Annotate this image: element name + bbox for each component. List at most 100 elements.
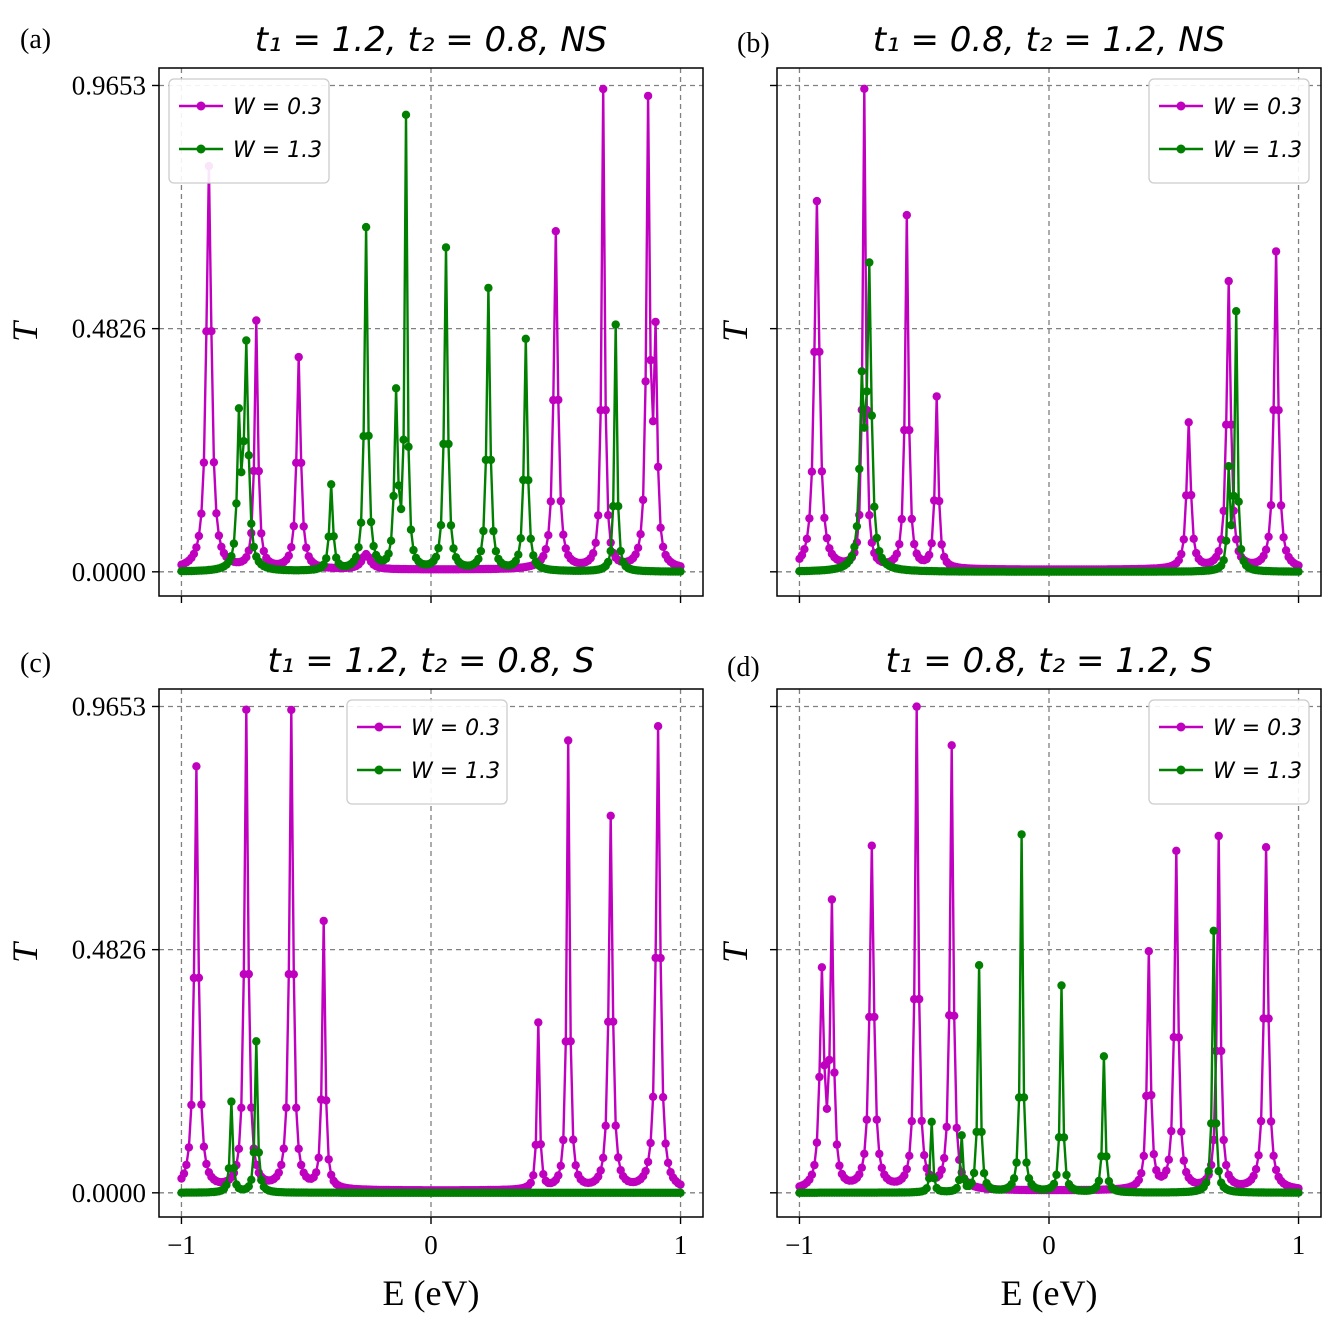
data-point	[294, 352, 303, 362]
data-point	[937, 1165, 946, 1175]
data-point	[302, 543, 311, 552]
data-point	[1261, 545, 1271, 554]
data-point	[1236, 545, 1246, 554]
data-point	[1144, 947, 1154, 956]
data-point	[1017, 830, 1026, 839]
legend-marker	[196, 101, 206, 111]
data-point	[197, 509, 206, 518]
data-point	[604, 511, 613, 520]
data-point	[207, 327, 216, 336]
data-point	[237, 1103, 246, 1113]
data-point	[209, 458, 219, 467]
data-point	[514, 550, 523, 559]
data-point	[1062, 1170, 1071, 1180]
data-point	[1266, 501, 1276, 510]
data-point	[867, 841, 876, 850]
data-point	[604, 557, 613, 567]
data-point	[212, 509, 221, 518]
data-point	[1269, 1151, 1278, 1161]
data-point	[564, 736, 573, 745]
data-point	[935, 496, 944, 506]
data-point	[1229, 491, 1238, 501]
data-point	[870, 502, 879, 511]
data-point	[867, 411, 876, 420]
data-point	[850, 542, 859, 551]
data-point	[865, 511, 874, 520]
data-point	[957, 1131, 966, 1140]
legend-label: W = 0.3	[1213, 95, 1302, 120]
data-point	[197, 1100, 206, 1109]
data-point	[541, 545, 550, 554]
data-point	[476, 546, 486, 556]
data-point	[641, 1166, 650, 1176]
data-point	[179, 1169, 189, 1178]
data-point	[534, 1018, 543, 1027]
data-point	[391, 384, 401, 393]
data-point	[807, 1170, 817, 1179]
data-point	[247, 519, 256, 528]
data-point	[596, 1166, 605, 1175]
data-point	[817, 963, 827, 972]
legend-marker	[374, 722, 384, 732]
data-point	[1102, 1152, 1111, 1161]
data-point	[817, 467, 827, 476]
data-point	[1281, 546, 1291, 555]
data-point	[907, 1117, 916, 1126]
data-point	[952, 1123, 961, 1133]
data-point	[559, 1135, 568, 1145]
series-w13	[795, 830, 1303, 1198]
data-point	[229, 1163, 239, 1173]
data-point	[539, 1170, 548, 1179]
data-point	[860, 84, 869, 94]
data-point	[404, 442, 413, 451]
data-point	[297, 458, 306, 468]
data-point	[431, 552, 441, 562]
data-point	[239, 437, 248, 446]
data-point	[614, 1153, 623, 1162]
data-point	[1094, 1176, 1104, 1186]
data-point	[384, 549, 393, 558]
data-point	[1224, 462, 1233, 471]
data-point	[479, 526, 488, 536]
y-tick-label: 0.9653	[72, 691, 146, 721]
data-point	[1177, 1127, 1186, 1136]
data-point	[1271, 247, 1281, 256]
data-point	[802, 534, 812, 543]
data-point	[234, 404, 244, 413]
data-point	[1294, 1188, 1303, 1197]
data-point	[643, 91, 653, 101]
data-point	[932, 392, 941, 401]
data-point	[1049, 1179, 1059, 1189]
data-point	[327, 480, 336, 489]
legend-marker	[1176, 144, 1186, 154]
data-point	[361, 222, 371, 232]
data-point	[599, 84, 608, 94]
data-point	[1266, 1117, 1276, 1126]
series-w13	[795, 258, 1303, 576]
data-point	[606, 546, 615, 556]
data-point	[389, 491, 398, 501]
data-point	[1212, 1119, 1221, 1128]
data-point	[1052, 1170, 1061, 1180]
data-point	[611, 320, 620, 329]
data-point	[1179, 535, 1189, 544]
data-point	[827, 895, 837, 904]
data-point	[969, 1168, 979, 1178]
data-point	[937, 540, 946, 549]
data-point	[234, 1144, 244, 1154]
data-point	[314, 1153, 323, 1163]
data-point	[1232, 535, 1241, 544]
panel-b: t₁ = 0.8, t₂ = 1.2, NS (b) T W = 0.3 W = 1.3	[715, 20, 1322, 603]
data-point	[862, 1115, 871, 1124]
legend-marker	[196, 144, 206, 154]
data-point	[1202, 1178, 1211, 1187]
data-point	[847, 551, 857, 561]
data-point	[199, 458, 209, 467]
data-point	[399, 435, 408, 444]
data-point	[960, 1174, 969, 1184]
data-point	[401, 110, 411, 120]
data-point	[656, 523, 665, 532]
data-point	[1222, 536, 1231, 545]
data-point	[394, 481, 403, 490]
data-point	[1214, 1166, 1223, 1176]
